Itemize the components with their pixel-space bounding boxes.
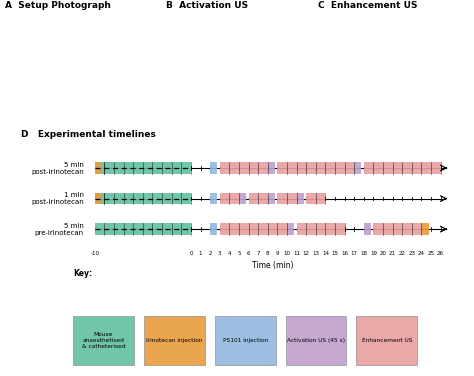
Text: Activation US (45 s): Activation US (45 s) bbox=[287, 338, 345, 343]
Text: Enhancement US: Enhancement US bbox=[362, 338, 412, 343]
Bar bbox=[297, 223, 345, 235]
Bar bbox=[95, 162, 101, 174]
Bar bbox=[268, 193, 275, 205]
Text: PS101 injection: PS101 injection bbox=[223, 338, 268, 343]
Bar bbox=[220, 162, 268, 174]
Bar bbox=[73, 316, 134, 365]
Text: Irinotecan injection: Irinotecan injection bbox=[146, 338, 202, 343]
Bar bbox=[364, 162, 441, 174]
Bar bbox=[364, 223, 371, 235]
Bar bbox=[248, 193, 268, 205]
Bar bbox=[285, 316, 346, 365]
Bar bbox=[95, 223, 191, 235]
Text: B  Activation US: B Activation US bbox=[166, 2, 248, 11]
Bar bbox=[215, 316, 276, 365]
Bar bbox=[220, 193, 239, 205]
Bar bbox=[297, 193, 304, 205]
Bar bbox=[95, 193, 101, 205]
Bar bbox=[354, 162, 361, 174]
X-axis label: Time (min): Time (min) bbox=[252, 261, 293, 270]
Bar bbox=[277, 193, 297, 205]
Text: Key:: Key: bbox=[73, 269, 92, 278]
Text: D   Experimental timelines: D Experimental timelines bbox=[21, 130, 155, 139]
Bar bbox=[95, 193, 191, 205]
Text: A  Setup Photograph: A Setup Photograph bbox=[5, 2, 110, 11]
Bar bbox=[210, 162, 217, 174]
Bar bbox=[287, 223, 294, 235]
Bar bbox=[210, 223, 217, 235]
Bar bbox=[144, 316, 205, 365]
Bar bbox=[356, 316, 417, 365]
Bar bbox=[421, 223, 428, 235]
Bar bbox=[268, 162, 275, 174]
Bar bbox=[220, 223, 287, 235]
Bar bbox=[210, 193, 217, 205]
Bar bbox=[239, 193, 246, 205]
Bar bbox=[374, 223, 421, 235]
Bar bbox=[95, 162, 191, 174]
Text: C  Enhancement US: C Enhancement US bbox=[318, 2, 417, 11]
Bar bbox=[306, 193, 325, 205]
Bar bbox=[277, 162, 354, 174]
Text: Mouse
anaesthetised
& catheterised: Mouse anaesthetised & catheterised bbox=[82, 332, 125, 349]
